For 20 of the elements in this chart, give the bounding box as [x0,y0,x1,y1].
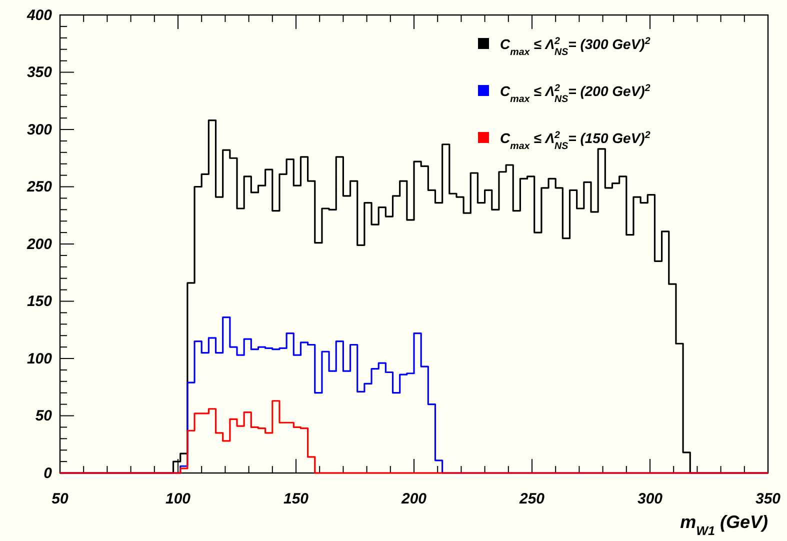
y-tick-label: 250 [26,178,53,196]
x-tick-label: 100 [165,490,192,508]
x-tick-label: 350 [755,490,782,508]
y-tick-label: 400 [26,6,53,24]
x-tick-label: 200 [400,490,428,508]
x-axis-title: m$_{W1}$ (GeV) [680,512,768,538]
y-tick-label: 0 [44,464,53,482]
y-tick-label: 200 [26,236,53,253]
x-tick-label: 150 [283,490,310,508]
y-tick-label: 300 [26,121,53,138]
x-tick-label: 300 [637,490,664,508]
x-tick-label: 250 [518,490,546,508]
legend-label: C$_{max}$ ≤ Λ$^{2}$$_{NS}$= (300 GeV)$^{2}$ [500,36,651,58]
legend-label: C$_{max}$ ≤ Λ$^{2}$$_{NS}$= (150 GeV)$^{2}$ [500,130,651,152]
x-tick-label: 50 [52,490,69,508]
y-tick-label: 50 [35,408,53,425]
legend-label: C$_{max}$ ≤ Λ$^{2}$$_{NS}$= (200 GeV)$^{2}$ [500,82,651,104]
y-tick-label: 100 [26,350,53,368]
y-tick-label: 150 [26,293,53,310]
y-tick-label: 350 [26,64,53,82]
